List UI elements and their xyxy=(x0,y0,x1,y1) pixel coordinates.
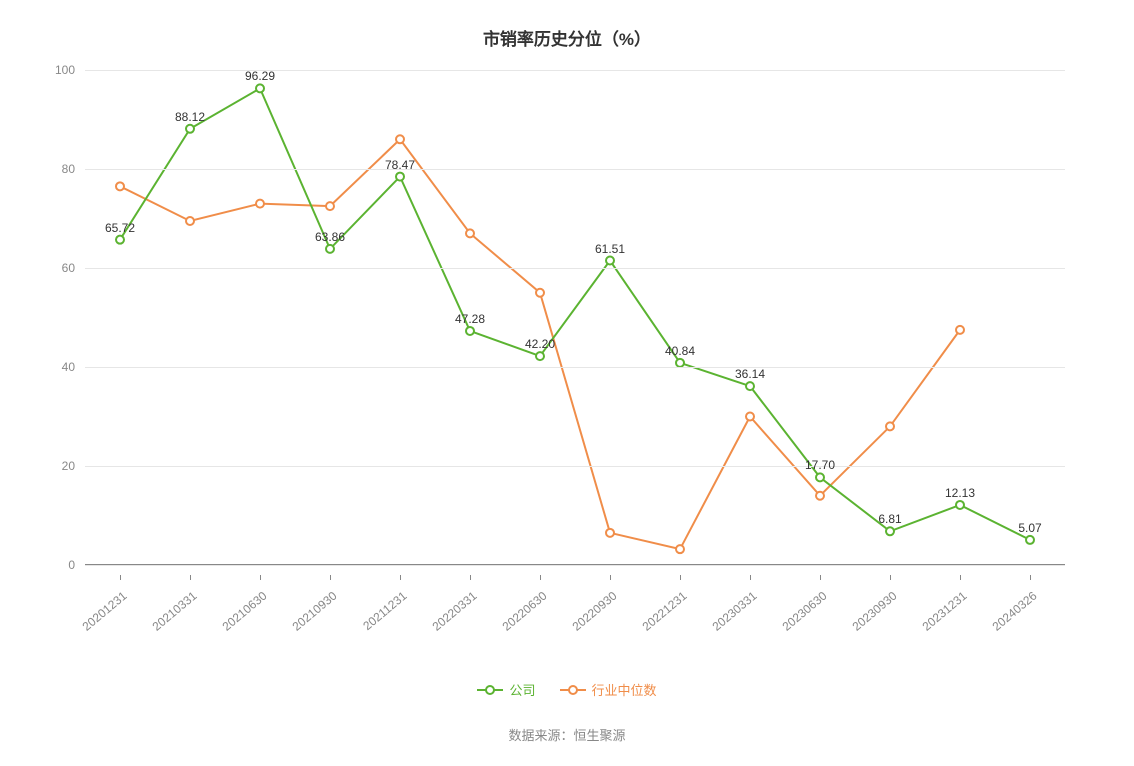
data-label: 5.07 xyxy=(1018,521,1041,535)
x-tick-mark xyxy=(120,575,121,580)
series-line xyxy=(120,88,1030,540)
x-tick-mark xyxy=(1030,575,1031,580)
series-marker xyxy=(536,352,544,360)
x-tick-label: 20230930 xyxy=(850,589,900,634)
series-marker xyxy=(186,125,194,133)
x-tick-mark xyxy=(400,575,401,580)
series-marker xyxy=(116,236,124,244)
x-tick-label: 20231231 xyxy=(920,589,970,634)
x-tick-label: 20220630 xyxy=(500,589,550,634)
grid-line xyxy=(85,466,1065,467)
series-marker xyxy=(466,229,474,237)
series-marker xyxy=(186,217,194,225)
data-label: 65.72 xyxy=(105,221,135,235)
x-tick-mark xyxy=(960,575,961,580)
series-marker xyxy=(256,84,264,92)
x-axis-labels: 2020123120210331202106302021093020211231… xyxy=(85,575,1065,655)
x-tick-mark xyxy=(190,575,191,580)
data-label: 47.28 xyxy=(455,312,485,326)
x-tick-mark xyxy=(680,575,681,580)
y-tick-label: 0 xyxy=(68,558,75,572)
series-marker xyxy=(326,202,334,210)
grid-line xyxy=(85,565,1065,566)
data-label: 96.29 xyxy=(245,69,275,83)
chart-title: 市销率历史分位（%） xyxy=(0,0,1134,50)
series-marker xyxy=(956,501,964,509)
chart-container: 市销率历史分位（%） 0 20 40 60 80 100 65.72 88.12 96.29 63… xyxy=(0,0,1134,766)
x-tick-label: 20230630 xyxy=(780,589,830,634)
x-tick-label: 20201231 xyxy=(80,589,130,634)
x-tick-mark xyxy=(470,575,471,580)
data-label: 63.86 xyxy=(315,230,345,244)
x-tick-label: 20240326 xyxy=(990,589,1040,634)
series-marker xyxy=(886,527,894,535)
y-tick-label: 60 xyxy=(62,261,75,275)
data-label: 40.84 xyxy=(665,344,695,358)
x-tick-label: 20221231 xyxy=(640,589,690,634)
x-tick-mark xyxy=(890,575,891,580)
data-label: 88.12 xyxy=(175,110,205,124)
data-label: 6.81 xyxy=(878,512,901,526)
grid-line xyxy=(85,367,1065,368)
x-tick-label: 20220930 xyxy=(570,589,620,634)
series-marker xyxy=(396,135,404,143)
grid-line xyxy=(85,268,1065,269)
series-marker xyxy=(816,492,824,500)
series-marker xyxy=(256,200,264,208)
data-label: 36.14 xyxy=(735,367,765,381)
series-marker xyxy=(606,529,614,537)
series-marker xyxy=(396,173,404,181)
series-marker xyxy=(466,327,474,335)
x-tick-mark xyxy=(330,575,331,580)
series-marker xyxy=(606,257,614,265)
data-label: 42.20 xyxy=(525,337,555,351)
series-marker xyxy=(886,422,894,430)
data-source: 数据来源：恒生聚源 xyxy=(0,725,1134,744)
legend: 公司 行业中位数 xyxy=(0,680,1134,702)
series-marker xyxy=(746,382,754,390)
grid-line xyxy=(85,70,1065,71)
y-tick-label: 100 xyxy=(55,63,75,77)
y-tick-label: 80 xyxy=(62,162,75,176)
plot-area: 02040608010065.7288.1296.2963.8678.4747.… xyxy=(85,70,1065,565)
series-marker xyxy=(536,289,544,297)
data-label: 12.13 xyxy=(945,486,975,500)
legend-label: 公司 xyxy=(509,680,535,699)
x-tick-label: 20210630 xyxy=(220,589,270,634)
series-marker xyxy=(116,182,124,190)
x-tick-mark xyxy=(610,575,611,580)
x-tick-label: 20220331 xyxy=(430,589,480,634)
legend-marker-icon xyxy=(477,683,503,697)
x-tick-label: 20211231 xyxy=(360,589,409,633)
x-tick-label: 20210930 xyxy=(290,589,340,634)
series-marker xyxy=(676,359,684,367)
chart-svg xyxy=(85,70,1065,565)
legend-marker-icon xyxy=(560,683,586,697)
x-tick-mark xyxy=(750,575,751,580)
series-marker xyxy=(816,473,824,481)
series-marker xyxy=(326,245,334,253)
x-tick-mark xyxy=(820,575,821,580)
y-tick-label: 20 xyxy=(62,459,75,473)
legend-label: 行业中位数 xyxy=(592,680,657,699)
legend-item[interactable]: 公司 xyxy=(477,680,535,699)
x-tick-mark xyxy=(260,575,261,580)
series-marker xyxy=(746,413,754,421)
y-tick-label: 40 xyxy=(62,360,75,374)
legend-item[interactable]: 行业中位数 xyxy=(560,680,657,699)
series-marker xyxy=(1026,536,1034,544)
data-label: 17.70 xyxy=(805,458,835,472)
series-marker xyxy=(676,545,684,553)
data-label: 78.47 xyxy=(385,158,415,172)
x-tick-mark xyxy=(540,575,541,580)
x-tick-label: 20210331 xyxy=(150,589,200,634)
data-label: 61.51 xyxy=(595,242,625,256)
grid-line xyxy=(85,169,1065,170)
series-marker xyxy=(956,326,964,334)
x-tick-label: 20230331 xyxy=(710,589,760,634)
